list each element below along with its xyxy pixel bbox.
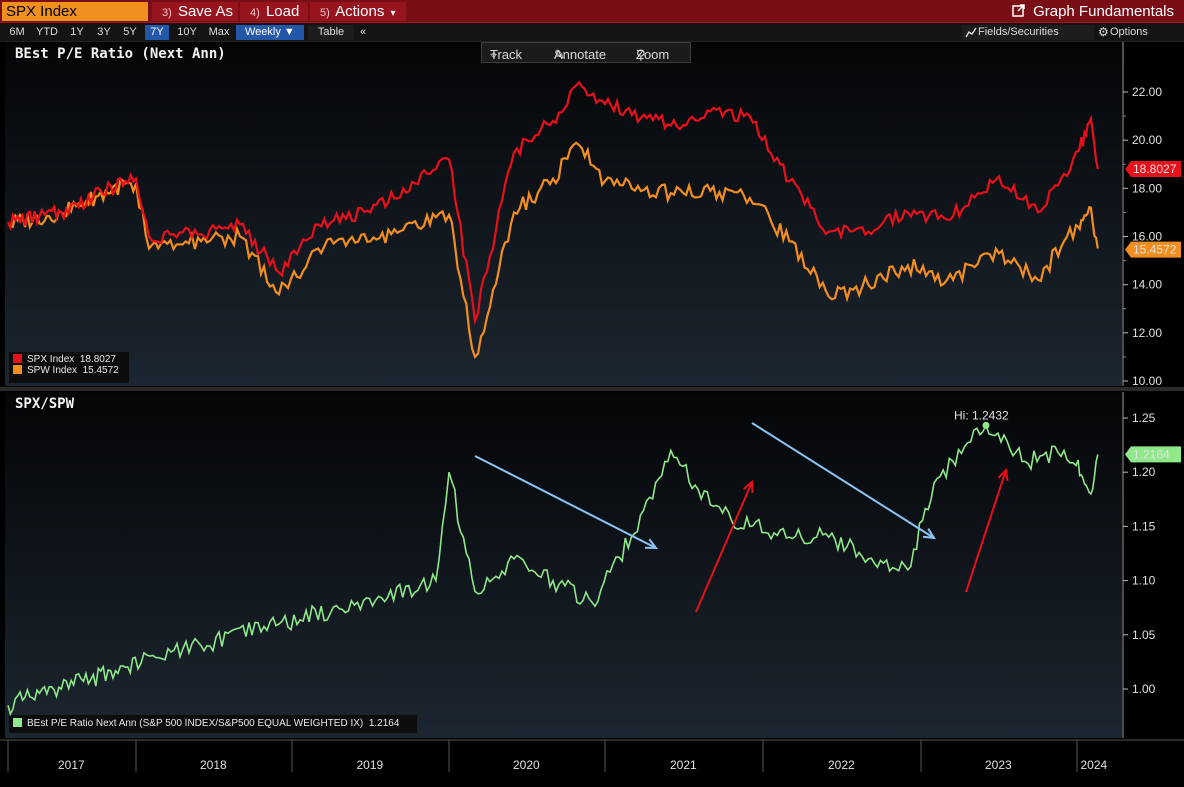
legend-ratio-value: 1.2164 <box>368 718 400 729</box>
range-10y[interactable]: 10Y <box>177 26 197 38</box>
range-6m[interactable]: 6M <box>9 26 25 38</box>
ratio-series-line <box>7 423 1099 717</box>
ratio-chart-title: SPX/SPW <box>15 396 75 412</box>
options-button[interactable]: ⚙ Options <box>1098 25 1178 40</box>
pe-chart-legend: SPX Index 18.8027 SPW Index 15.4572 <box>9 352 129 383</box>
top-y-tick-label: 22.00 <box>1132 85 1162 99</box>
down-arrow-2022-head <box>922 528 936 540</box>
pe-chart-title: BEst P/E Ratio (Next Ann) <box>15 46 226 62</box>
spw-last-value-tag-bg <box>1125 241 1181 258</box>
down-arrow-2020 <box>474 455 657 549</box>
range-3y[interactable]: 3Y <box>97 26 111 38</box>
gear-icon: ⚙ <box>1098 25 1109 39</box>
up-arrow-2021 <box>695 481 753 613</box>
range-7y[interactable]: 7Y <box>145 25 169 40</box>
spx-last-value-tag-bg <box>1125 161 1181 178</box>
ratio-chart-panel: SPX/SPW BEst P/E Ratio Next Ann (S&P 500… <box>5 392 1122 738</box>
chevron-down-icon: ▾ <box>390 8 396 19</box>
hi-label: Hi: 1.2432 <box>954 408 1009 422</box>
x-tick-label-2017: 2017 <box>58 758 85 772</box>
annotate-label: Annotate <box>554 47 607 62</box>
x-tick-label-2018: 2018 <box>200 758 227 772</box>
bottom-y-tick-label: 1.00 <box>1132 682 1156 696</box>
save-as-shortcut: 3) <box>162 7 172 19</box>
down-arrow-2020-head <box>644 538 659 550</box>
legend-spx-label: SPX Index <box>27 354 75 365</box>
actions-label: Actions <box>335 3 385 20</box>
legend-spx-value: 18.8027 <box>79 354 116 365</box>
up-arrow-2021-head <box>743 479 754 494</box>
range-ytd[interactable]: YTD <box>36 26 58 38</box>
bottom-y-tick-label: 1.15 <box>1132 519 1156 533</box>
up-arrow-2023 <box>965 469 1007 593</box>
legend-spw-label: SPW Index <box>27 365 78 376</box>
top-y-tick-label: 10.00 <box>1132 374 1162 388</box>
top-y-tick-label: 18.00 <box>1132 181 1162 195</box>
crosshair-icon: ⌖ <box>490 47 498 62</box>
legend-item-spw: SPW Index 15.4572 <box>13 365 125 376</box>
hi-marker <box>982 421 990 429</box>
x-tick-label-2024: 2024 <box>1081 758 1108 772</box>
x-tick-label-2020: 2020 <box>513 758 540 772</box>
top-y-tick-label: 20.00 <box>1132 133 1162 147</box>
actions-button[interactable]: 5) Actions ▾ <box>310 2 406 21</box>
bottom-y-tick-label: 1.10 <box>1132 574 1156 588</box>
ratio-last-value-tag: 1.2164 <box>1133 447 1170 461</box>
chart-tools: ⌖ Track ✎ Annotate ⚲ Zoom <box>481 42 691 63</box>
top-y-tick-label: 12.00 <box>1132 326 1162 340</box>
fields-securities-label: Fields/Securities <box>978 26 1059 38</box>
spw-last-value-tag: 15.4572 <box>1133 243 1177 257</box>
range-1y[interactable]: 1Y <box>70 26 84 38</box>
top-y-tick-label: 14.00 <box>1132 278 1162 292</box>
ticker-input[interactable]: SPX Index <box>2 2 148 21</box>
pencil-icon: ✎ <box>554 47 565 62</box>
options-label: Options <box>1110 26 1148 38</box>
ratio-swatch <box>13 718 22 727</box>
range-5y[interactable]: 5Y <box>123 26 137 38</box>
external-link-icon <box>1012 2 1025 21</box>
x-tick-label-2021: 2021 <box>670 758 697 772</box>
bottom-y-tick-label: 1.25 <box>1132 411 1156 425</box>
collapse-button[interactable]: « <box>359 26 367 38</box>
load-shortcut: 4) <box>250 7 260 19</box>
top-y-tick-label: 16.00 <box>1132 230 1162 244</box>
ratio-last-value-tag-bg <box>1125 446 1181 463</box>
down-arrow-2022 <box>751 422 935 539</box>
zoom-label: Zoom <box>636 47 670 62</box>
panel-resize-handle[interactable] <box>0 387 1184 391</box>
load-label: Load <box>265 3 300 20</box>
spw-swatch <box>13 365 22 374</box>
spx-swatch <box>13 354 22 363</box>
bottom-y-tick-label: 1.05 <box>1132 628 1156 642</box>
x-tick-label-2019: 2019 <box>357 758 384 772</box>
top-toolbar: SPX Index 3) Save As 4) Load 5) Actions … <box>0 0 1184 23</box>
range-toolbar: 6M YTD 1Y 3Y 5Y 7Y 10Y Max Weekly ▼ Tabl… <box>0 23 1184 42</box>
save-as-label: Save As <box>177 3 233 20</box>
track-label: Track <box>490 47 523 62</box>
magnifier-icon: ⚲ <box>636 47 646 62</box>
legend-ratio-label: BEst P/E Ratio Next Ann (S&P 500 INDEX/S… <box>27 718 364 729</box>
x-tick-label-2022: 2022 <box>828 758 855 772</box>
frequency-dropdown[interactable]: Weekly ▼ <box>236 25 304 40</box>
ratio-chart-legend: BEst P/E Ratio Next Ann (S&P 500 INDEX/S… <box>9 715 417 733</box>
table-button[interactable]: Table <box>308 25 354 40</box>
up-arrow-2023-head <box>997 467 1009 482</box>
chart-icon <box>965 27 977 38</box>
legend-spw-value: 15.4572 <box>82 365 119 376</box>
spx-last-value-tag: 18.8027 <box>1133 162 1177 176</box>
x-tick-label-2023: 2023 <box>985 758 1012 772</box>
actions-shortcut: 5) <box>320 7 330 19</box>
legend-item-spx: SPX Index 18.8027 <box>13 354 125 365</box>
spw-series-line <box>7 141 1099 359</box>
load-button[interactable]: 4) Load <box>240 2 308 21</box>
save-as-button[interactable]: 3) Save As <box>152 2 238 21</box>
graph-fundamentals-label: Graph Fundamentals <box>1033 3 1174 20</box>
fields-securities-button[interactable]: Fields/Securities <box>962 25 1094 40</box>
range-max[interactable]: Max <box>208 26 230 38</box>
graph-fundamentals-button[interactable]: Graph Fundamentals <box>1012 2 1174 21</box>
bottom-y-tick-label: 1.20 <box>1132 465 1156 479</box>
spx-series-line <box>6 80 1099 326</box>
